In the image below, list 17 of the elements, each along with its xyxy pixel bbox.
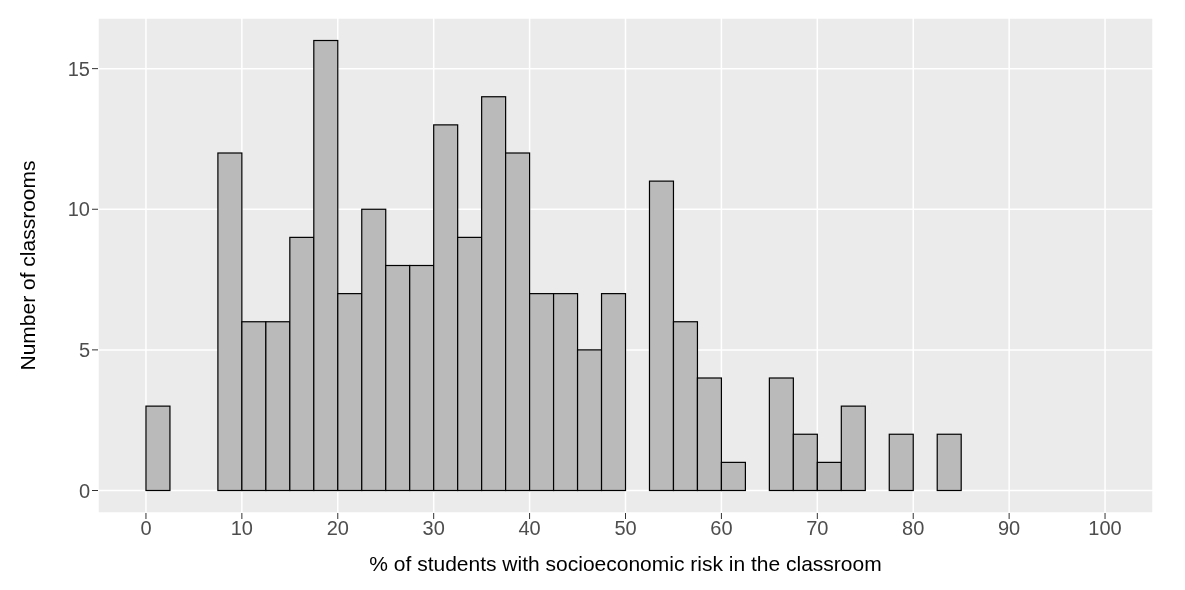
x-tick-label: 10 bbox=[230, 517, 253, 540]
x-tick-label: 100 bbox=[1088, 517, 1122, 540]
x-tick-label: 70 bbox=[806, 517, 829, 540]
x-tick-label: 40 bbox=[518, 517, 541, 540]
x-tick-label: 50 bbox=[614, 517, 637, 540]
y-tick-label: 15 bbox=[67, 57, 90, 80]
y-tick-label: 0 bbox=[78, 479, 90, 502]
x-tick-label: 0 bbox=[140, 517, 152, 540]
x-tick-label: 20 bbox=[326, 517, 349, 540]
y-axis-title: Number of classrooms bbox=[16, 160, 40, 371]
y-tick-label: 5 bbox=[78, 338, 90, 361]
x-tick-label: 60 bbox=[710, 517, 733, 540]
y-tick-label: 10 bbox=[67, 198, 90, 221]
x-tick-label: 90 bbox=[998, 517, 1021, 540]
x-tick-label: 30 bbox=[422, 517, 445, 540]
x-axis-title: % of students with socioeconomic risk in the classroom bbox=[369, 552, 882, 575]
x-tick-label: 80 bbox=[902, 517, 925, 540]
